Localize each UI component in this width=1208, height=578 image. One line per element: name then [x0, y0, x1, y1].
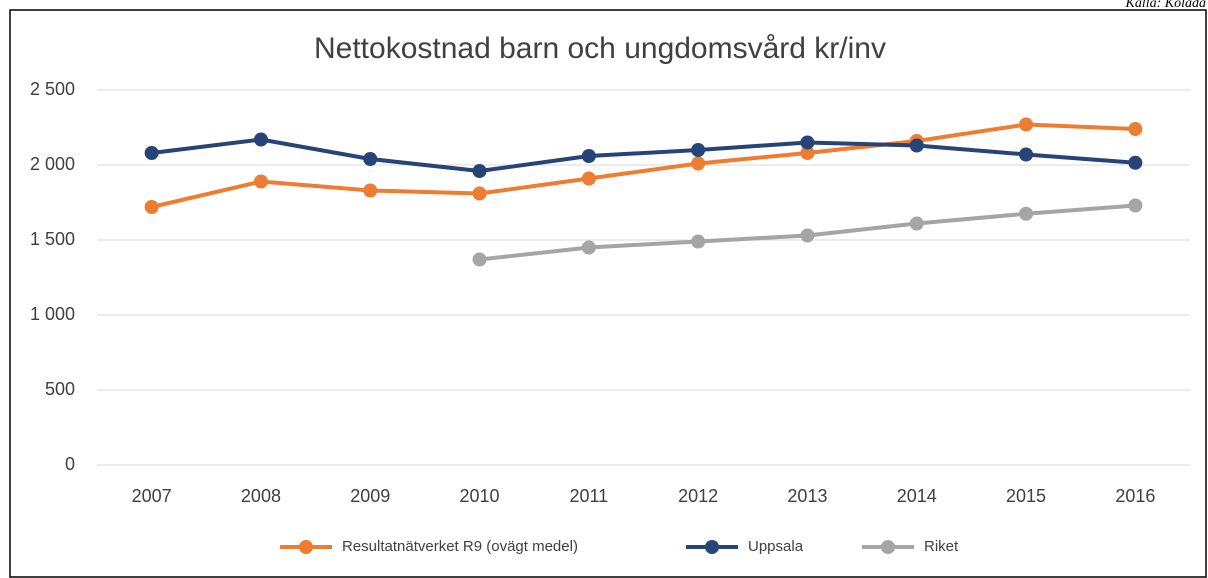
y-tick-label: 500 — [45, 379, 75, 399]
legend-label: Riket — [924, 538, 959, 555]
x-tick-label: 2013 — [787, 486, 827, 506]
x-tick-label: 2007 — [132, 486, 172, 506]
data-point — [1128, 155, 1143, 170]
data-point — [691, 143, 706, 157]
data-point — [1128, 122, 1143, 136]
data-point — [581, 171, 596, 186]
data-point — [472, 186, 487, 201]
data-point — [363, 183, 378, 198]
data-point — [472, 252, 487, 267]
data-point — [691, 234, 706, 249]
data-point — [581, 240, 596, 255]
data-point — [1019, 147, 1034, 162]
y-tick-label: 2 000 — [30, 154, 75, 174]
data-point — [909, 216, 924, 231]
data-point — [581, 149, 596, 163]
y-tick-label: 0 — [65, 454, 75, 474]
legend-marker — [881, 540, 895, 554]
source-note: Källa: Kolada — [1124, 0, 1206, 11]
data-point — [909, 138, 924, 153]
y-tick-label: 1 000 — [30, 304, 75, 324]
data-point — [253, 132, 268, 147]
series-line — [151, 137, 1136, 173]
data-point — [1019, 117, 1034, 132]
x-tick-label: 2008 — [241, 486, 281, 506]
y-tick-label: 1 500 — [30, 229, 75, 249]
x-tick-label: 2010 — [460, 486, 500, 506]
legend-label: Uppsala — [748, 538, 804, 555]
legend-label: Resultatnätverket R9 (ovägt medel) — [342, 538, 578, 555]
data-point — [253, 174, 268, 189]
data-point — [800, 228, 815, 243]
x-tick-label: 2015 — [1006, 486, 1046, 506]
legend-marker — [299, 540, 313, 554]
legend-marker — [705, 540, 719, 554]
data-point — [363, 152, 378, 166]
data-point — [472, 164, 487, 178]
data-point — [800, 135, 815, 150]
data-point — [144, 200, 159, 214]
data-point — [1019, 206, 1034, 221]
x-tick-label: 2016 — [1115, 486, 1155, 506]
x-tick-label: 2014 — [897, 486, 937, 506]
x-tick-label: 2011 — [569, 486, 608, 506]
data-point — [800, 146, 815, 160]
series-line — [151, 122, 1136, 209]
chart-border — [9, 9, 1207, 578]
data-point — [691, 156, 706, 171]
x-tick-label: 2012 — [678, 486, 718, 506]
x-tick-label: 2009 — [350, 486, 390, 506]
data-point — [1128, 198, 1143, 213]
data-point — [144, 146, 159, 160]
chart-title: Nettokostnad barn och ungdomsvård kr/inv — [314, 32, 886, 65]
y-tick-label: 2 500 — [30, 79, 75, 99]
